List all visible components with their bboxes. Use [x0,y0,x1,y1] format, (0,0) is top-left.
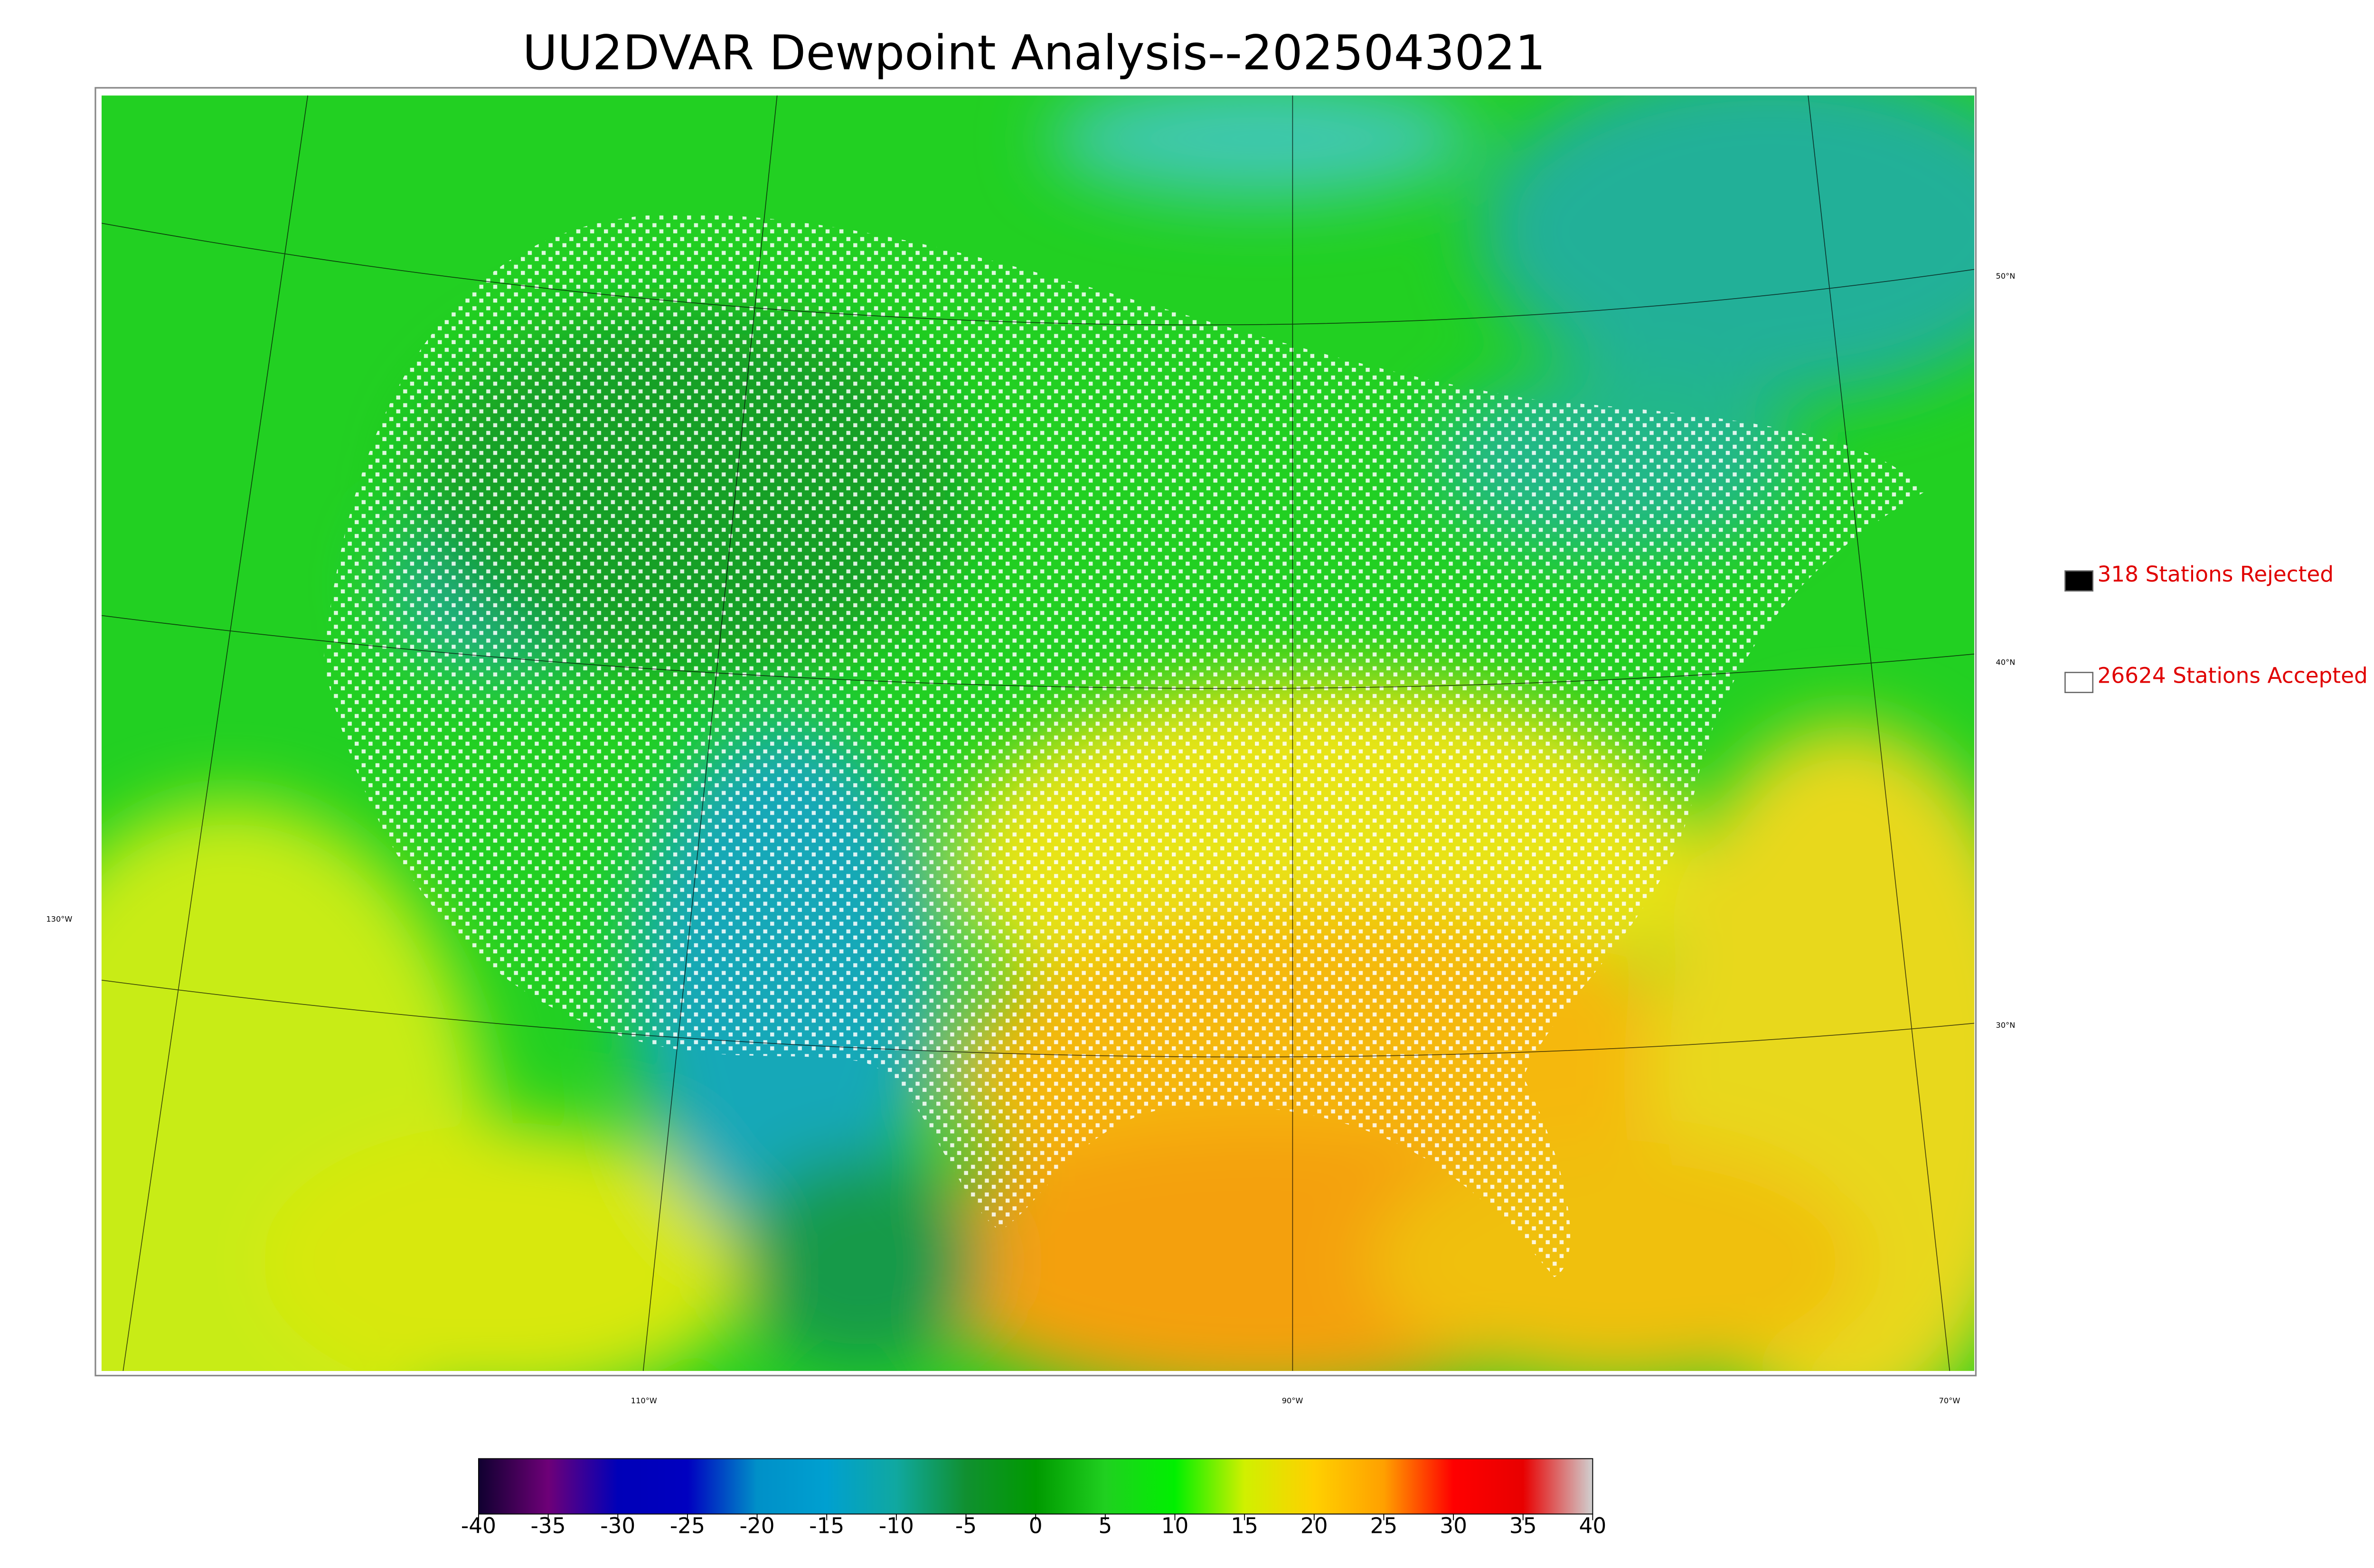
lon-label: 70°W [1939,1396,1960,1405]
colorbar-tick-label: -40 [461,1513,496,1538]
colorbar-tick-label: -5 [955,1513,977,1538]
lon-label: 90°W [1282,1396,1303,1405]
map-field [101,95,1975,1371]
colorbar-tick-label: 35 [1509,1513,1537,1538]
colorbar-tick-label: -15 [809,1513,844,1538]
colorbar [478,1458,1593,1515]
colorbar-tick-label: -25 [670,1513,705,1538]
colorbar-tick-label: -10 [879,1513,914,1538]
colorbar-tick-label: -30 [600,1513,635,1538]
colorbar-tick-label: 5 [1098,1513,1112,1538]
title: UU2DVAR Dewpoint Analysis--2025043021 [523,25,1546,81]
lat-label: 50°N [1996,272,2016,281]
legend-swatch [2064,672,2094,693]
colorbar-tick-label: 10 [1161,1513,1189,1538]
lat-label: 40°N [1996,657,2016,667]
map-frame [94,87,1977,1377]
colorbar-tick-label: -20 [740,1513,775,1538]
legend-label: 26624 Stations Accepted [2097,663,2367,688]
lat-label: 30°N [1996,1021,2016,1030]
colorbar-tick-label: 0 [1029,1513,1043,1538]
lon-label: 110°W [631,1396,657,1405]
colorbar-tick-label: 15 [1231,1513,1258,1538]
legend-label: 318 Stations Rejected [2097,562,2334,587]
legend-swatch [2064,570,2094,592]
colorbar-tick-label: 20 [1300,1513,1328,1538]
lon-label: 130°W [46,915,72,924]
colorbar-tick-label: -35 [531,1513,566,1538]
colorbar-tick-label: 25 [1370,1513,1398,1538]
colorbar-tick-label: 40 [1579,1513,1607,1538]
colorbar-tick-label: 30 [1440,1513,1467,1538]
